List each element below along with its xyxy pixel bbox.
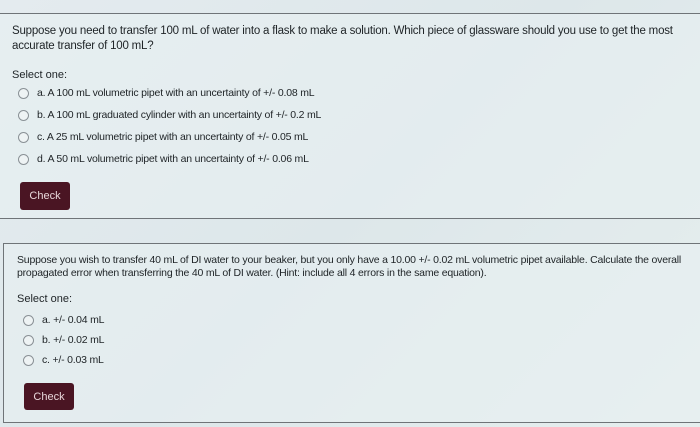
check-button[interactable]: Check [24, 383, 74, 410]
option-d[interactable]: d. A 50 mL volumetric pipet with an unce… [18, 153, 309, 165]
radio-button[interactable] [18, 153, 29, 165]
radio-button[interactable] [23, 354, 34, 366]
check-button[interactable]: Check [20, 182, 70, 210]
radio-button[interactable] [18, 87, 29, 99]
question-1-card: Suppose you need to transfer 100 mL of w… [0, 13, 700, 219]
option-label: d. A 50 mL volumetric pipet with an unce… [37, 153, 309, 165]
option-c[interactable]: c. A 25 mL volumetric pipet with an unce… [18, 131, 308, 143]
option-label: a. A 100 mL volumetric pipet with an unc… [37, 87, 315, 99]
select-one-label: Select one: [17, 293, 73, 305]
option-label: c. A 25 mL volumetric pipet with an unce… [37, 131, 309, 143]
radio-button[interactable] [23, 314, 34, 326]
option-a[interactable]: a. +/- 0.04 mL [23, 314, 104, 326]
option-label: b. A 100 mL graduated cylinder with an u… [37, 109, 322, 121]
question-2-card: Suppose you wish to transfer 40 mL of DI… [3, 243, 700, 423]
question-2-text: Suppose you wish to transfer 40 mL of DI… [17, 254, 682, 279]
radio-button[interactable] [23, 334, 34, 346]
option-label: a. +/- 0.04 mL [42, 314, 105, 326]
option-b[interactable]: b. A 100 mL graduated cylinder with an u… [18, 109, 321, 121]
option-label: c. +/- 0.03 mL [42, 354, 104, 366]
select-one-label: Select one: [12, 69, 68, 81]
option-c[interactable]: c. +/- 0.03 mL [23, 354, 104, 366]
radio-button[interactable] [18, 109, 29, 121]
question-1-text: Suppose you need to transfer 100 mL of w… [12, 25, 673, 52]
option-a[interactable]: a. A 100 mL volumetric pipet with an unc… [18, 87, 315, 99]
option-b[interactable]: b. +/- 0.02 mL [23, 334, 104, 346]
radio-button[interactable] [18, 131, 29, 143]
option-label: b. +/- 0.02 mL [42, 334, 105, 346]
